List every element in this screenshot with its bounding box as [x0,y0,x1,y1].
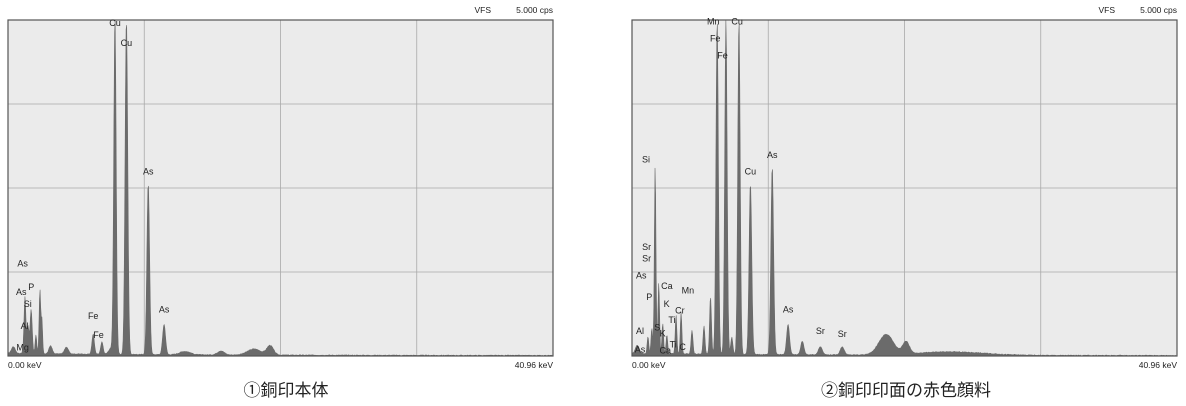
peak-label: Fe [88,311,99,321]
peak-label: Mn [707,17,720,27]
peak-label: As [16,287,27,297]
peak-label: K [664,299,670,309]
peak-label: Mn [682,286,695,296]
x-start-label: 0.00 keV [8,360,42,370]
vfs-value: 5.000 cps [516,5,553,15]
peak-label: As [635,345,646,355]
peak-label: K [660,329,666,339]
peak-label: As [783,304,794,314]
peak-label: Fe [710,34,721,44]
x-end-label: 40.96 keV [1139,360,1178,370]
peak-label: As [159,304,170,314]
peak-label: Al [21,321,29,331]
peak-label: Si [24,299,32,309]
vfs-label: VFS [474,5,491,15]
vfs-label: VFS [1098,5,1115,15]
vfs-value: 5.000 cps [1140,5,1177,15]
peak-label: Cu [121,38,133,48]
peak-label: As [636,271,647,281]
peak-label: Sr [816,326,825,336]
peak-label: Si [642,155,650,165]
peak-label: Sr [838,329,847,339]
peak-label: Fe [93,330,104,340]
peak-label: C [679,342,686,352]
peak-label: Cu [109,18,121,28]
peak-label: Fe [717,50,728,60]
peak-label: P [28,282,34,292]
peak-label: Ca [660,345,672,355]
peak-label: Sr [642,242,651,252]
plot-frame [631,19,1178,357]
peak-label: P [646,292,652,302]
peak-label: S [654,323,660,333]
x-start-label: 0.00 keV [632,360,666,370]
peak-label: Cu [731,17,743,27]
grid-lines [632,20,1177,356]
peak-label: As [767,150,778,160]
peak-label: As [17,259,28,269]
caption-red-pigment: ②銅印印面の赤色顔料 [821,381,991,401]
grid-lines [8,20,553,356]
peak-label: Mg [16,343,29,353]
peak-label: Ti [668,315,675,325]
peak-label: Cr [675,306,685,316]
peak-label: Cu [745,167,757,177]
peak-label: Ca [661,281,673,291]
peak-label: Ti [670,339,677,349]
x-end-label: 40.96 keV [515,360,554,370]
caption-copper-seal-body: ①銅印本体 [243,381,329,401]
peak-label: Al [636,326,644,336]
peak-label: Sr [642,253,651,263]
plot-frame [7,19,554,357]
spectrum-area [631,19,1178,357]
peak-label: As [143,167,154,177]
